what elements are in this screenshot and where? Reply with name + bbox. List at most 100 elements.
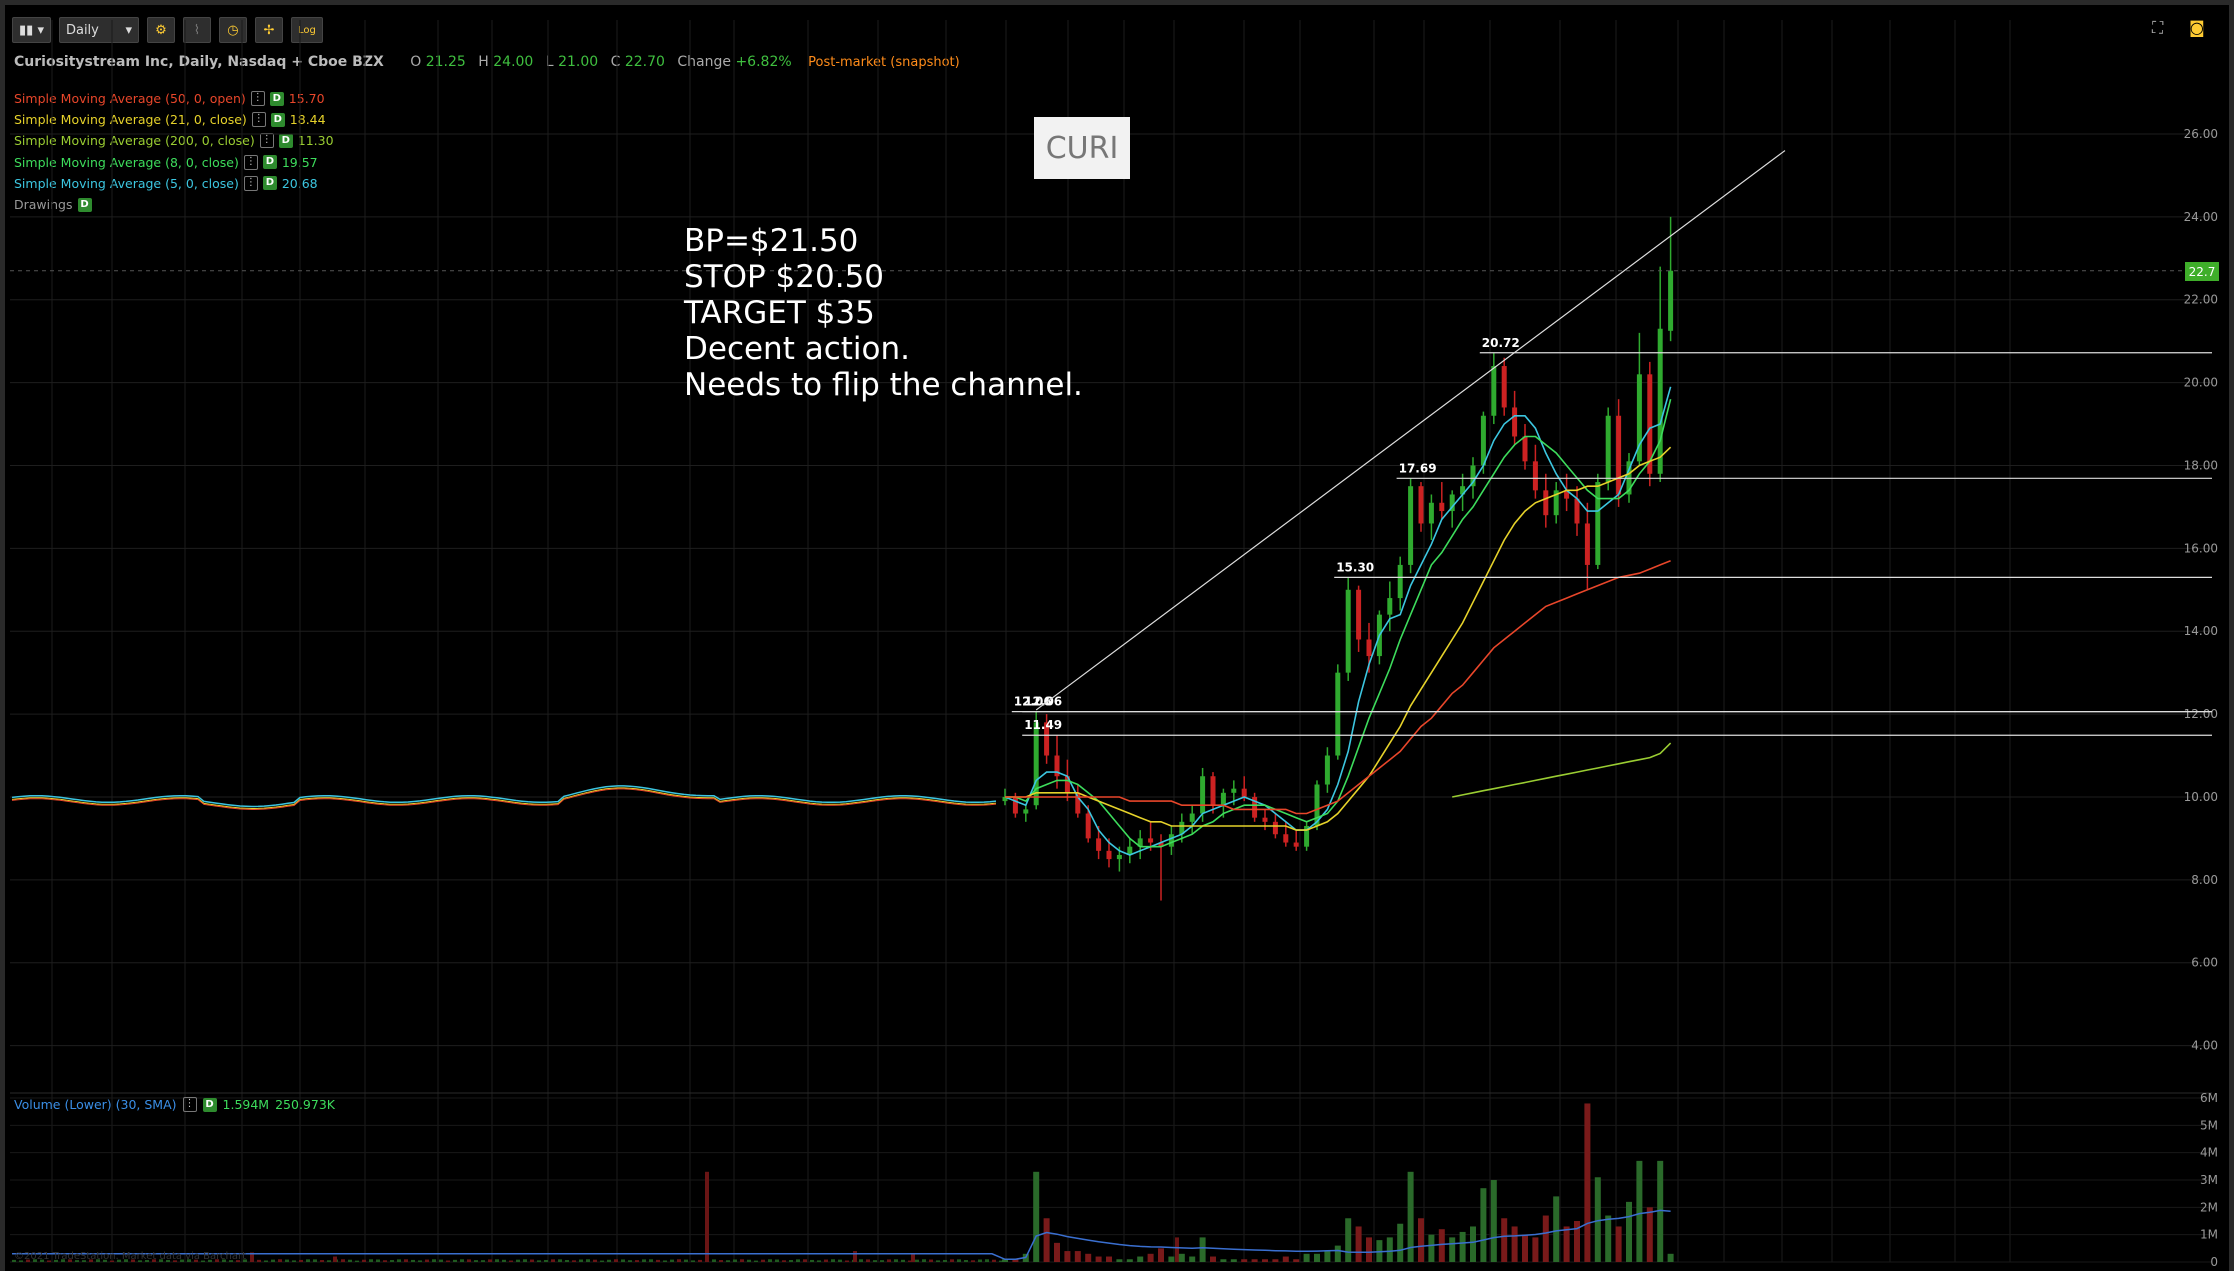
volume-bar: [866, 1259, 870, 1262]
volume-bar: [607, 1259, 611, 1262]
volume-bar: [1345, 1218, 1352, 1262]
display-badge[interactable]: D: [77, 197, 92, 212]
note-line: TARGET $35: [684, 295, 875, 331]
volume-bar: [1199, 1237, 1206, 1262]
chart-type-button[interactable]: ▮▮ ▾: [12, 17, 51, 43]
volume-bar: [19, 1260, 23, 1262]
y-tick-label: 26.00: [2184, 127, 2218, 141]
volume-bar: [453, 1259, 457, 1262]
volume-bar: [1626, 1201, 1632, 1262]
volume-bar: [1175, 1237, 1179, 1262]
volume-bar: [1147, 1253, 1154, 1262]
study-label: Simple Moving Average (5, 0, close): [14, 175, 239, 191]
candle-body: [1314, 784, 1320, 826]
log-scale-button[interactable]: Log: [290, 17, 323, 43]
volume-bar: [208, 1259, 212, 1262]
volume-bar: [376, 1259, 380, 1262]
volume-bar: [593, 1259, 597, 1262]
y-tick-label: 16.00: [2184, 541, 2218, 555]
copyright-text: ©2021 TradeStation. Market data via Barc…: [14, 1251, 247, 1262]
maximize-icon[interactable]: ⛶: [2152, 18, 2164, 37]
moving-average-line: [1005, 399, 1672, 848]
volume-bar: [481, 1260, 485, 1262]
candle-body: [1324, 755, 1330, 785]
note-line: STOP $20.50: [684, 259, 885, 295]
close-label: C: [610, 54, 621, 70]
volume-bar: [1563, 1226, 1570, 1262]
display-badge[interactable]: D: [202, 1097, 217, 1112]
timeframe-select[interactable]: Daily ▾: [58, 17, 139, 43]
candle-body: [1439, 502, 1445, 512]
drawings-row[interactable]: Drawings D: [14, 194, 334, 215]
sma-21-history: [11, 787, 997, 810]
candle-body: [1002, 796, 1008, 802]
study-row[interactable]: Simple Moving Average (5, 0, close) ⋮ D …: [14, 173, 334, 194]
drawing-tool-icon: ⌇: [193, 22, 201, 38]
camera-icon[interactable]: ◙: [2189, 18, 2205, 37]
menu-icon[interactable]: ⋮: [182, 1097, 197, 1112]
volume-bar: [551, 1259, 555, 1262]
volume-bar: [1480, 1188, 1487, 1262]
menu-icon[interactable]: ⋮: [250, 91, 265, 107]
volume-value: 1.594M: [222, 1097, 270, 1112]
display-badge[interactable]: D: [278, 133, 293, 148]
volume-bar: [271, 1259, 275, 1262]
volume-bar: [1501, 1218, 1508, 1262]
candle-body: [1231, 788, 1237, 793]
study-row[interactable]: Simple Moving Average (200, 0, close) ⋮ …: [14, 130, 334, 151]
volume-bar: [460, 1259, 464, 1262]
display-badge[interactable]: D: [270, 112, 285, 127]
volume-bar: [488, 1259, 492, 1262]
volume-bar: [1470, 1226, 1476, 1262]
menu-icon[interactable]: ⋮: [251, 112, 266, 128]
volume-bar: [978, 1259, 982, 1262]
candle-body: [1460, 486, 1466, 495]
moving-average-line: [1004, 386, 1672, 856]
study-row[interactable]: Simple Moving Average (21, 0, close) ⋮ D…: [14, 109, 334, 130]
volume-bar: [509, 1260, 513, 1262]
study-row[interactable]: Simple Moving Average (50, 0, open) ⋮ D …: [14, 88, 334, 109]
volume-bar: [1314, 1253, 1320, 1262]
volume-bar: [873, 1260, 877, 1262]
candle-body: [1647, 374, 1653, 474]
volume-bar: [754, 1260, 758, 1262]
y-tick-label: 6.00: [2191, 956, 2218, 970]
candle-body: [1501, 366, 1507, 408]
high-value: 24.00: [493, 54, 534, 70]
menu-icon[interactable]: ⋮: [243, 154, 258, 170]
crosshair-button[interactable]: ✢: [254, 17, 283, 43]
candle-body: [1553, 490, 1559, 516]
candle-body: [1054, 755, 1060, 777]
candle-body: [1397, 564, 1403, 599]
display-badge[interactable]: D: [262, 176, 277, 191]
display-badge[interactable]: D: [269, 91, 284, 106]
volume-bar: [894, 1259, 898, 1262]
volume-bar: [1490, 1180, 1497, 1262]
volume-bar: [1168, 1256, 1175, 1262]
candle-body: [1428, 502, 1434, 524]
volume-bar: [1262, 1259, 1268, 1262]
candle-body: [1522, 436, 1528, 462]
settings-button[interactable]: ⚙: [146, 17, 175, 43]
volume-bar: [138, 1260, 142, 1262]
volume-bar: [859, 1259, 863, 1262]
volume-bar: [299, 1259, 303, 1262]
volume-bar: [411, 1259, 415, 1262]
volume-bar: [236, 1260, 240, 1262]
volume-bar: [1522, 1234, 1528, 1262]
study-row[interactable]: Simple Moving Average (8, 0, close) ⋮ D …: [14, 152, 334, 173]
drawing-tools-button[interactable]: ⌇: [182, 17, 211, 43]
volume-bar: [75, 1260, 79, 1262]
study-label: Simple Moving Average (50, 0, open): [14, 91, 246, 106]
volume-bar: [572, 1260, 576, 1262]
volume-bar: [544, 1259, 548, 1262]
study-value: 15.70: [288, 91, 325, 106]
volume-tick-label: 6M: [2200, 1091, 2218, 1105]
volume-bar: [1594, 1177, 1601, 1262]
display-badge[interactable]: D: [262, 155, 277, 170]
menu-icon[interactable]: ⋮: [243, 175, 258, 191]
volume-bar: [523, 1259, 527, 1262]
y-tick-label: 24.00: [2184, 210, 2218, 224]
volume-bar: [1636, 1160, 1643, 1262]
